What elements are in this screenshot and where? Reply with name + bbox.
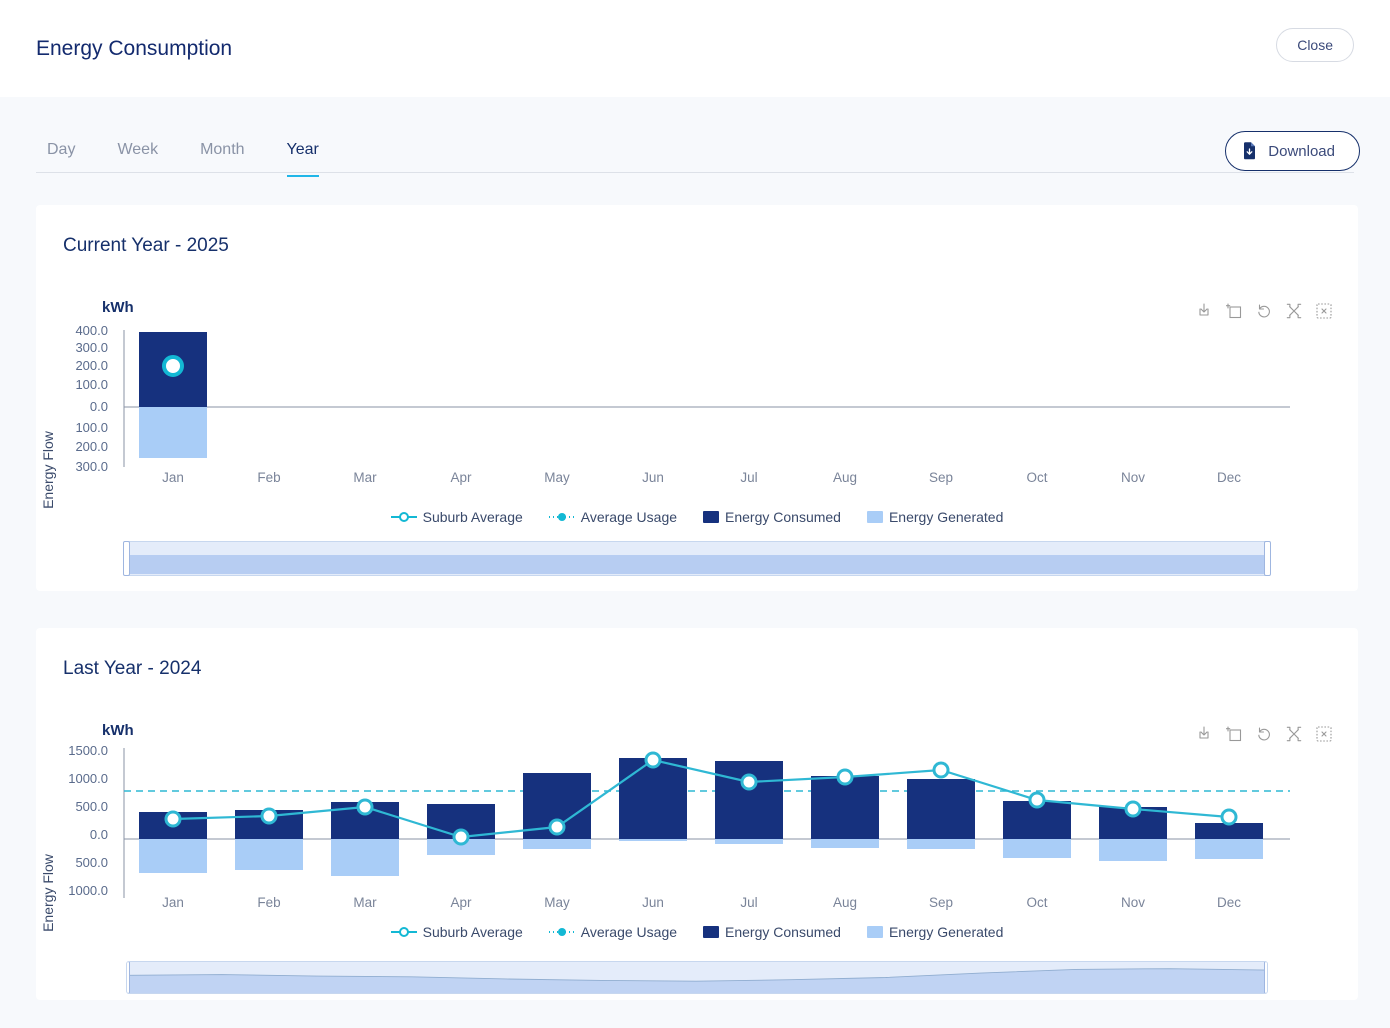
svg-text:Mar: Mar (353, 470, 377, 485)
svg-text:0.0: 0.0 (90, 399, 108, 414)
svg-text:Jan: Jan (162, 470, 184, 485)
svg-text:300.0: 300.0 (75, 459, 108, 474)
svg-text:May: May (544, 470, 570, 485)
svg-text:Jul: Jul (740, 470, 757, 485)
svg-text:Nov: Nov (1121, 895, 1145, 910)
svg-text:Jun: Jun (642, 895, 664, 910)
svg-text:Energy Flow: Energy Flow (40, 853, 56, 932)
svg-text:200.0: 200.0 (75, 439, 108, 454)
svg-text:Apr: Apr (450, 895, 472, 910)
svg-text:100.0: 100.0 (75, 420, 108, 435)
svg-text:Dec: Dec (1217, 470, 1241, 485)
svg-text:Oct: Oct (1026, 470, 1047, 485)
svg-text:Jul: Jul (740, 895, 757, 910)
svg-text:Nov: Nov (1121, 470, 1145, 485)
svg-text:Mar: Mar (353, 895, 377, 910)
svg-text:Sep: Sep (929, 470, 953, 485)
svg-text:100.0: 100.0 (75, 377, 108, 392)
svg-text:Aug: Aug (833, 470, 857, 485)
svg-text:kWh: kWh (102, 299, 134, 316)
svg-text:Aug: Aug (833, 895, 857, 910)
svg-text:Jun: Jun (642, 470, 664, 485)
svg-text:0.0: 0.0 (90, 827, 108, 842)
svg-text:Oct: Oct (1026, 895, 1047, 910)
svg-text:500.0: 500.0 (75, 799, 108, 814)
svg-text:Feb: Feb (257, 895, 280, 910)
svg-text:kWh: kWh (102, 722, 134, 739)
svg-text:400.0: 400.0 (75, 323, 108, 338)
svg-text:Jan: Jan (162, 895, 184, 910)
svg-text:Sep: Sep (929, 895, 953, 910)
svg-text:500.0: 500.0 (75, 855, 108, 870)
svg-text:Apr: Apr (450, 470, 472, 485)
svg-text:May: May (544, 895, 570, 910)
svg-text:200.0: 200.0 (75, 358, 108, 373)
svg-text:1000.0: 1000.0 (68, 771, 108, 786)
svg-text:1000.0: 1000.0 (68, 883, 108, 898)
svg-text:1500.0: 1500.0 (68, 743, 108, 758)
svg-text:Feb: Feb (257, 470, 280, 485)
svg-text:300.0: 300.0 (75, 340, 108, 355)
svg-text:Energy Flow: Energy Flow (40, 430, 56, 509)
svg-text:Dec: Dec (1217, 895, 1241, 910)
